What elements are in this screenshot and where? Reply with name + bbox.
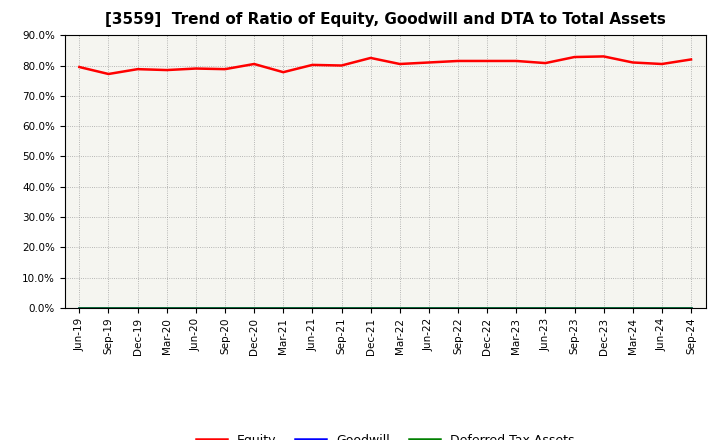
Deferred Tax Assets bbox=[657, 305, 666, 311]
Equity bbox=[483, 59, 492, 64]
Deferred Tax Assets bbox=[75, 305, 84, 311]
Line: Equity: Equity bbox=[79, 56, 691, 74]
Equity bbox=[366, 55, 375, 61]
Deferred Tax Assets bbox=[366, 305, 375, 311]
Goodwill bbox=[629, 305, 637, 311]
Equity bbox=[163, 67, 171, 73]
Deferred Tax Assets bbox=[192, 305, 200, 311]
Goodwill bbox=[133, 305, 142, 311]
Goodwill bbox=[687, 305, 696, 311]
Equity bbox=[308, 62, 317, 68]
Goodwill bbox=[366, 305, 375, 311]
Deferred Tax Assets bbox=[133, 305, 142, 311]
Equity bbox=[337, 63, 346, 68]
Goodwill bbox=[337, 305, 346, 311]
Deferred Tax Assets bbox=[687, 305, 696, 311]
Deferred Tax Assets bbox=[220, 305, 229, 311]
Equity bbox=[220, 66, 229, 72]
Goodwill bbox=[425, 305, 433, 311]
Goodwill bbox=[279, 305, 287, 311]
Equity bbox=[599, 54, 608, 59]
Deferred Tax Assets bbox=[104, 305, 113, 311]
Equity bbox=[75, 64, 84, 70]
Goodwill bbox=[599, 305, 608, 311]
Goodwill bbox=[657, 305, 666, 311]
Equity bbox=[512, 59, 521, 64]
Goodwill bbox=[308, 305, 317, 311]
Equity bbox=[133, 66, 142, 72]
Deferred Tax Assets bbox=[570, 305, 579, 311]
Goodwill bbox=[454, 305, 462, 311]
Deferred Tax Assets bbox=[250, 305, 258, 311]
Goodwill bbox=[104, 305, 113, 311]
Title: [3559]  Trend of Ratio of Equity, Goodwill and DTA to Total Assets: [3559] Trend of Ratio of Equity, Goodwil… bbox=[105, 12, 665, 27]
Goodwill bbox=[192, 305, 200, 311]
Deferred Tax Assets bbox=[454, 305, 462, 311]
Goodwill bbox=[395, 305, 404, 311]
Equity bbox=[104, 71, 113, 77]
Equity bbox=[279, 70, 287, 75]
Equity bbox=[687, 57, 696, 62]
Goodwill bbox=[541, 305, 550, 311]
Deferred Tax Assets bbox=[395, 305, 404, 311]
Deferred Tax Assets bbox=[629, 305, 637, 311]
Equity bbox=[192, 66, 200, 71]
Deferred Tax Assets bbox=[279, 305, 287, 311]
Equity bbox=[250, 61, 258, 66]
Goodwill bbox=[570, 305, 579, 311]
Goodwill bbox=[75, 305, 84, 311]
Goodwill bbox=[512, 305, 521, 311]
Deferred Tax Assets bbox=[512, 305, 521, 311]
Deferred Tax Assets bbox=[425, 305, 433, 311]
Deferred Tax Assets bbox=[483, 305, 492, 311]
Equity bbox=[629, 60, 637, 65]
Equity bbox=[570, 55, 579, 60]
Legend: Equity, Goodwill, Deferred Tax Assets: Equity, Goodwill, Deferred Tax Assets bbox=[191, 429, 580, 440]
Goodwill bbox=[220, 305, 229, 311]
Equity bbox=[454, 59, 462, 64]
Deferred Tax Assets bbox=[337, 305, 346, 311]
Deferred Tax Assets bbox=[308, 305, 317, 311]
Equity bbox=[425, 60, 433, 65]
Equity bbox=[541, 60, 550, 66]
Goodwill bbox=[483, 305, 492, 311]
Equity bbox=[395, 61, 404, 66]
Deferred Tax Assets bbox=[163, 305, 171, 311]
Goodwill bbox=[250, 305, 258, 311]
Deferred Tax Assets bbox=[541, 305, 550, 311]
Deferred Tax Assets bbox=[599, 305, 608, 311]
Goodwill bbox=[163, 305, 171, 311]
Equity bbox=[657, 61, 666, 66]
